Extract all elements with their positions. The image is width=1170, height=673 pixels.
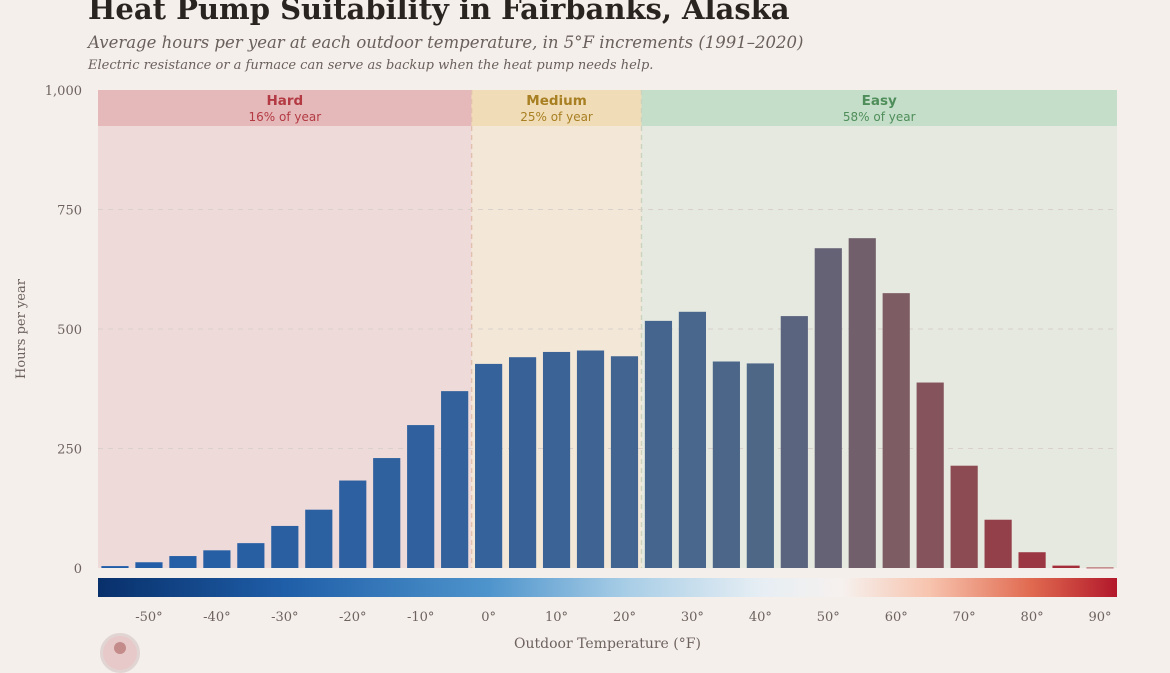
x-tick-label: -10° xyxy=(407,610,434,625)
zone-share-medium: 25% of year xyxy=(520,110,593,124)
bar xyxy=(916,382,944,568)
chart-title: Heat Pump Suitability in Fairbanks, Alas… xyxy=(88,0,790,26)
bar xyxy=(542,351,571,568)
chart-note: Electric resistance or a furnace can ser… xyxy=(88,58,654,73)
bar xyxy=(169,556,197,568)
zone-band-medium xyxy=(471,90,642,126)
zone-label-medium: Medium xyxy=(526,93,587,109)
bar xyxy=(848,238,876,568)
zone-label-easy: Easy xyxy=(862,93,897,109)
bar xyxy=(1052,565,1080,568)
zone-band-easy xyxy=(641,90,1117,126)
bar xyxy=(407,425,435,568)
y-tick-label: 750 xyxy=(57,204,82,219)
bars xyxy=(101,238,1114,569)
author-avatar xyxy=(100,633,140,673)
bar xyxy=(237,543,265,568)
bar xyxy=(441,391,469,568)
bar xyxy=(712,361,740,568)
bar xyxy=(644,320,673,568)
bar xyxy=(339,480,367,568)
bar xyxy=(101,566,129,568)
y-axis: 0 250 500 750 1,000 xyxy=(45,84,82,577)
y-axis-label: Hours per year xyxy=(14,278,29,379)
x-tick-label: -50° xyxy=(135,610,162,625)
chart-subtitle: Average hours per year at each outdoor t… xyxy=(88,33,804,52)
x-tick-label: 50° xyxy=(817,610,840,625)
y-tick-label: 1,000 xyxy=(45,84,82,99)
x-tick-label: 0° xyxy=(481,610,496,625)
y-tick-label: 0 xyxy=(74,562,82,577)
x-axis-label: Outdoor Temperature (°F) xyxy=(514,636,701,652)
bar xyxy=(1018,552,1046,568)
y-tick-label: 250 xyxy=(57,443,82,458)
bar xyxy=(203,550,231,568)
x-tick-label: 70° xyxy=(953,610,976,625)
x-tick-label: 60° xyxy=(885,610,908,625)
bar xyxy=(678,311,707,568)
x-tick-label: -20° xyxy=(339,610,366,625)
bar xyxy=(780,316,808,568)
x-tick-label: -40° xyxy=(203,610,230,625)
x-tick-label: 20° xyxy=(613,610,636,625)
bar xyxy=(576,350,605,568)
x-tick-label: 30° xyxy=(681,610,704,625)
bar xyxy=(135,562,163,568)
zone-share-easy: 58% of year xyxy=(843,110,916,124)
x-tick-label: 80° xyxy=(1021,610,1044,625)
x-tick-label: -30° xyxy=(271,610,298,625)
bar xyxy=(271,525,299,568)
bar xyxy=(1086,567,1114,569)
bar xyxy=(610,356,639,568)
bar xyxy=(305,509,333,568)
bar xyxy=(373,458,401,568)
x-tick-label: 40° xyxy=(749,610,772,625)
bar xyxy=(814,248,842,568)
bar xyxy=(950,465,978,568)
bar xyxy=(882,293,910,568)
color-scale-bar xyxy=(98,578,1117,597)
bar xyxy=(475,363,503,568)
y-tick-label: 500 xyxy=(57,323,82,338)
bar xyxy=(508,357,537,568)
zone-label-hard: Hard xyxy=(266,93,303,109)
x-axis: -50° -40° -30° -20° -10° 0° 10° 20° 30° 40° 50° 60°… xyxy=(135,610,1111,625)
zone-band-hard xyxy=(98,90,472,126)
x-tick-label: 10° xyxy=(545,610,568,625)
bar xyxy=(984,519,1012,568)
zone-share-hard: 16% of year xyxy=(248,110,321,124)
bar xyxy=(746,363,774,568)
x-tick-label: 90° xyxy=(1088,610,1111,625)
